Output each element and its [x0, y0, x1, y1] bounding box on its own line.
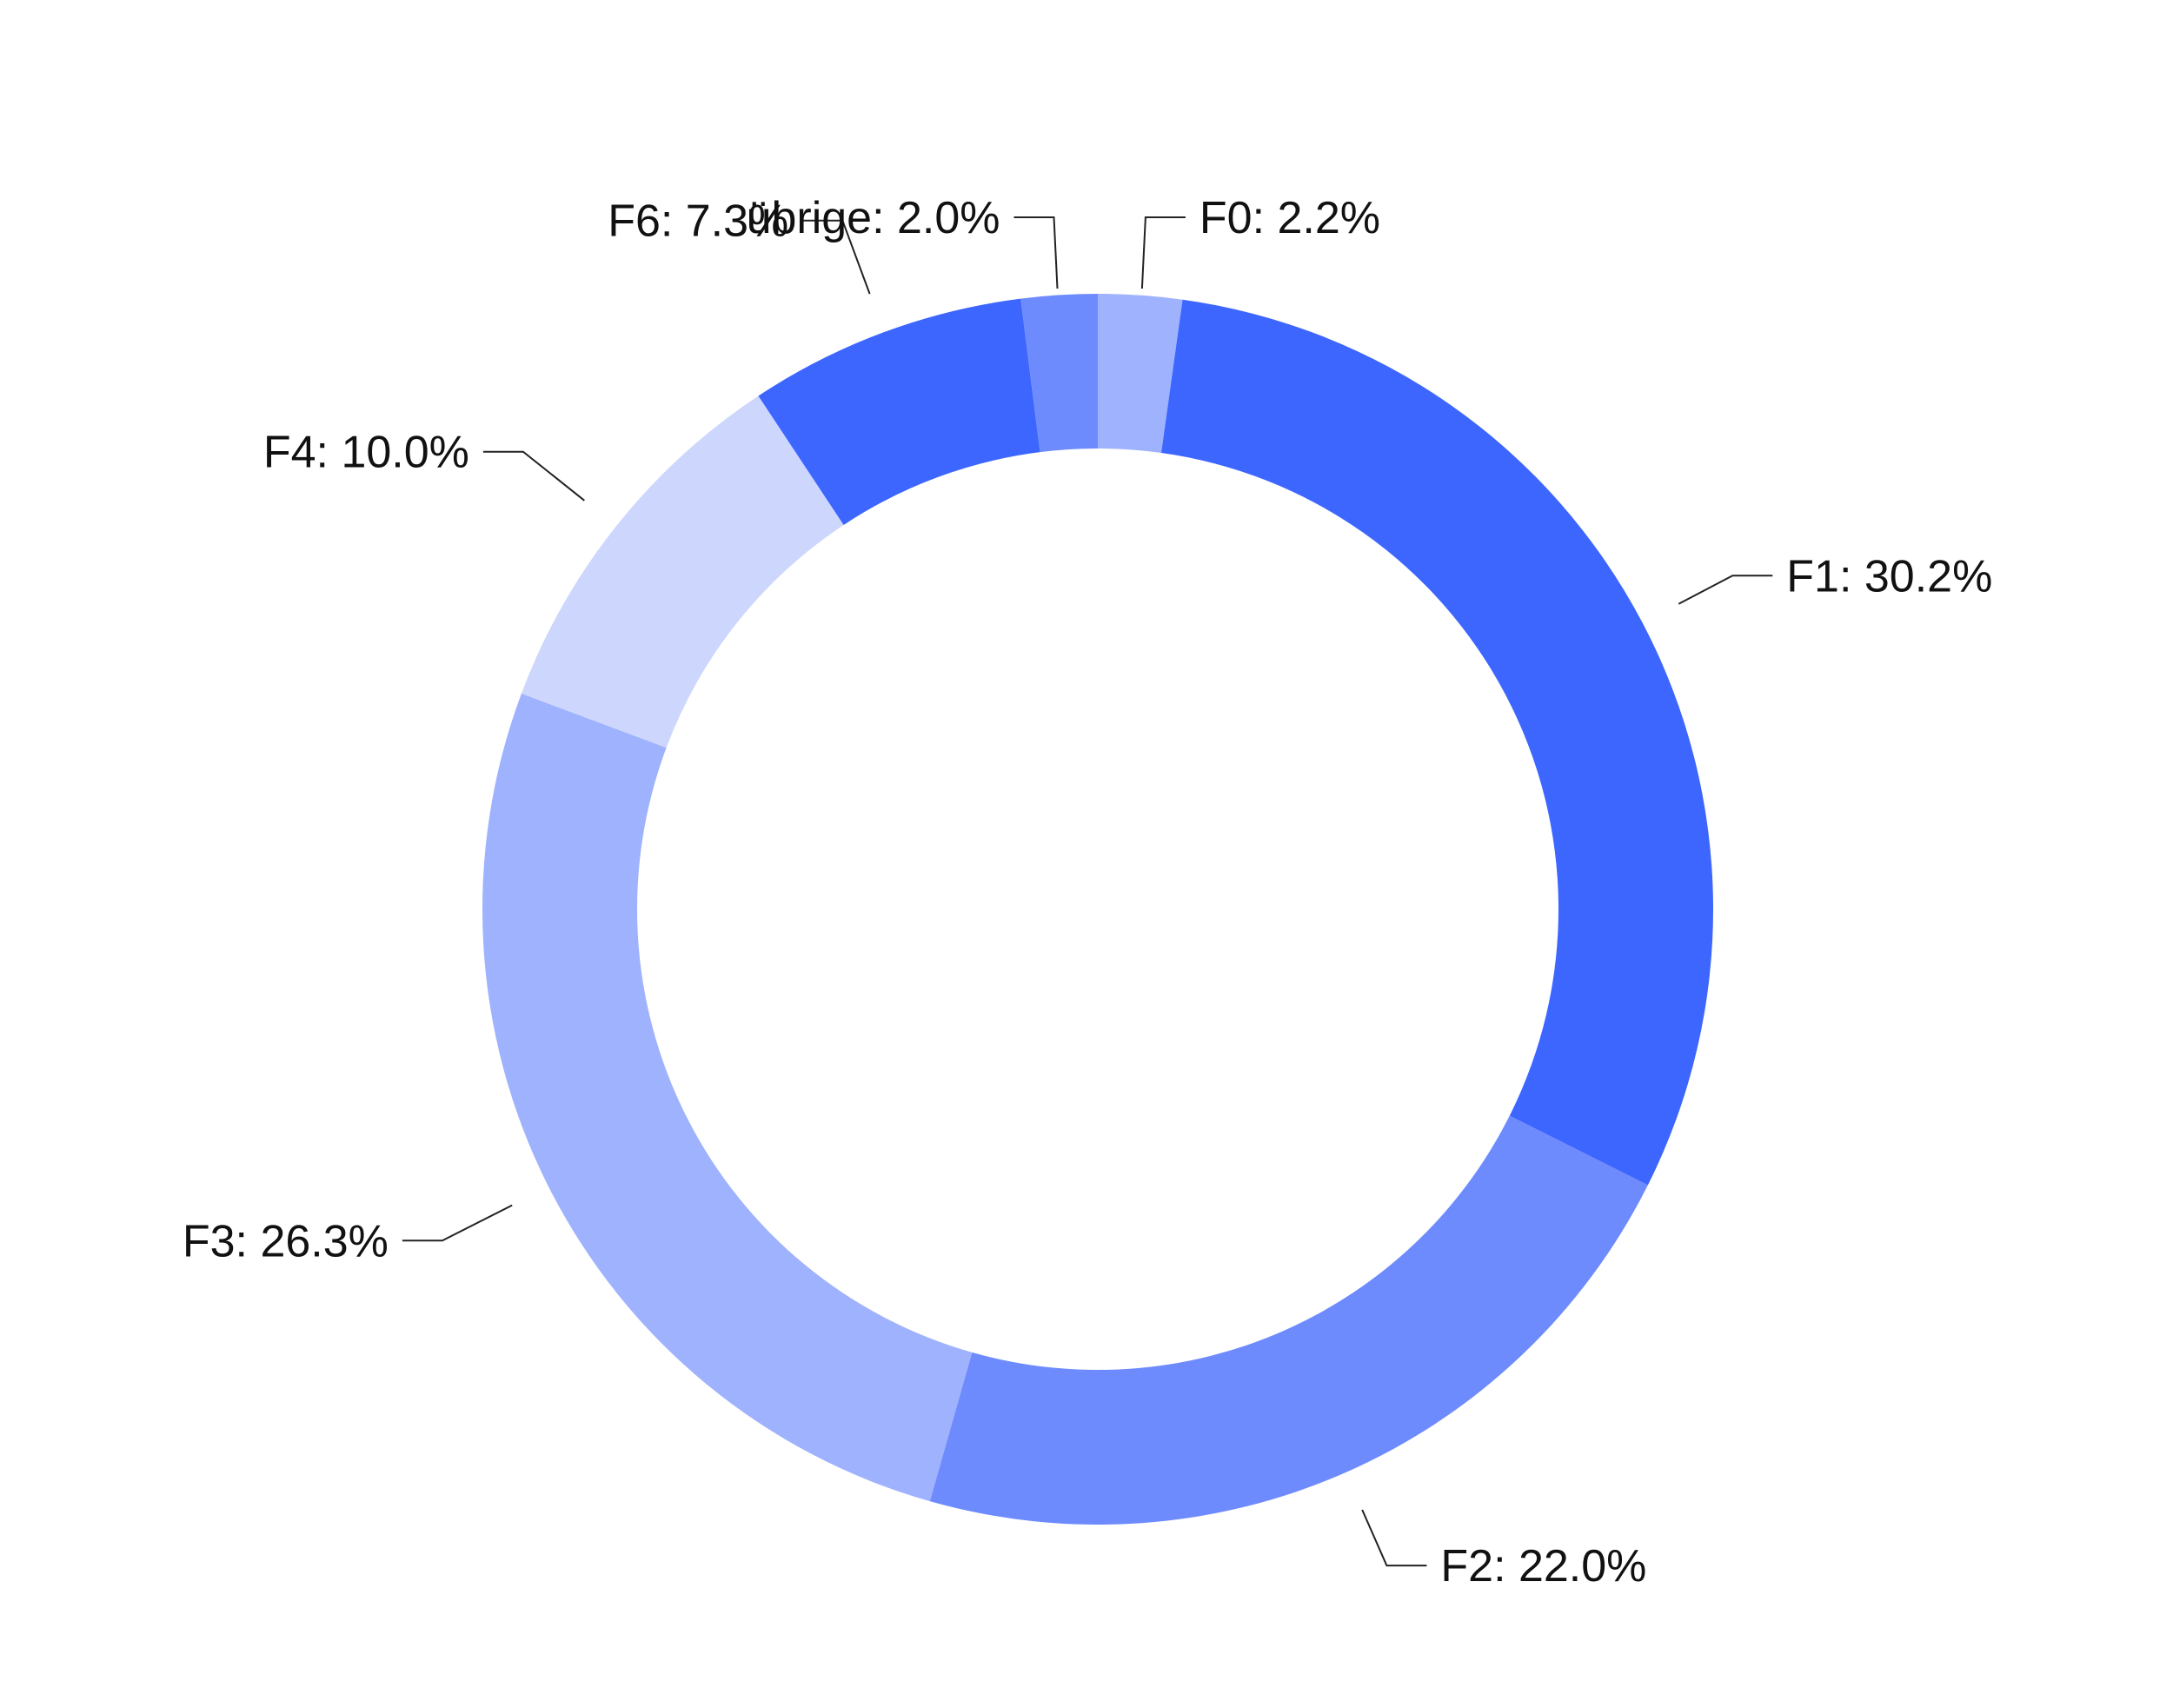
leader-line-f0	[1140, 216, 1186, 289]
leader-line-übrige	[1013, 216, 1059, 289]
leader-line-f4	[482, 450, 585, 502]
donut-slice-f1	[1161, 299, 1714, 1186]
leader-line-f6	[802, 219, 871, 295]
leader-line-f2	[1361, 1509, 1427, 1567]
slices-layer	[482, 294, 1714, 1525]
data-label-f1: F1: 30.2%	[1786, 551, 1992, 601]
labels-layer: F0: 2.2% F1: 30.2% F2: 22.0% F3: 26.3% F4: 1…	[183, 193, 1992, 1592]
leader-lines-layer	[402, 216, 1773, 1567]
donut-slice-f6	[758, 298, 1040, 525]
data-label-f2: F2: 22.0%	[1440, 1541, 1646, 1592]
donut-slice-f3	[482, 693, 973, 1502]
donut-slice-f0	[1098, 294, 1183, 454]
leader-line-f3	[402, 1204, 513, 1242]
leader-line-f1	[1678, 575, 1773, 605]
data-label-f0: F0: 2.2%	[1199, 193, 1380, 243]
data-label-übrige: übrige: 2.0%	[747, 193, 1000, 243]
data-label-f6: F6: 7.3%	[608, 196, 788, 247]
data-label-f4: F4: 10.0%	[263, 428, 469, 478]
donut-slice-übrige	[1020, 294, 1098, 453]
data-label-f3: F3: 26.3%	[183, 1216, 389, 1266]
donut-slice-f2	[929, 1115, 1648, 1525]
donut-slice-f4	[521, 395, 844, 748]
